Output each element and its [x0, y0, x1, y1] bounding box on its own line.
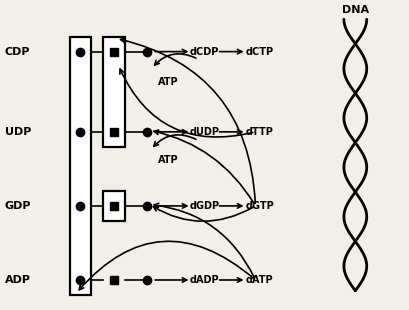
Text: ATP: ATP	[157, 77, 178, 87]
Text: DNA: DNA	[342, 5, 369, 15]
Text: ADP: ADP	[5, 275, 31, 285]
Bar	[70, 37, 91, 295]
Text: dTTP: dTTP	[245, 127, 274, 137]
Text: UDP: UDP	[5, 127, 31, 137]
Text: dCDP: dCDP	[190, 46, 219, 57]
Text: dADP: dADP	[190, 275, 219, 285]
Text: dGTP: dGTP	[245, 201, 274, 211]
Text: dCTP: dCTP	[245, 46, 274, 57]
Text: dATP: dATP	[246, 275, 273, 285]
Text: ATP: ATP	[157, 155, 178, 165]
Text: dGDP: dGDP	[189, 201, 220, 211]
Bar	[103, 191, 125, 221]
Bar	[103, 37, 125, 147]
Text: GDP: GDP	[5, 201, 31, 211]
Text: dUDP: dUDP	[189, 127, 220, 137]
Text: CDP: CDP	[5, 46, 30, 57]
